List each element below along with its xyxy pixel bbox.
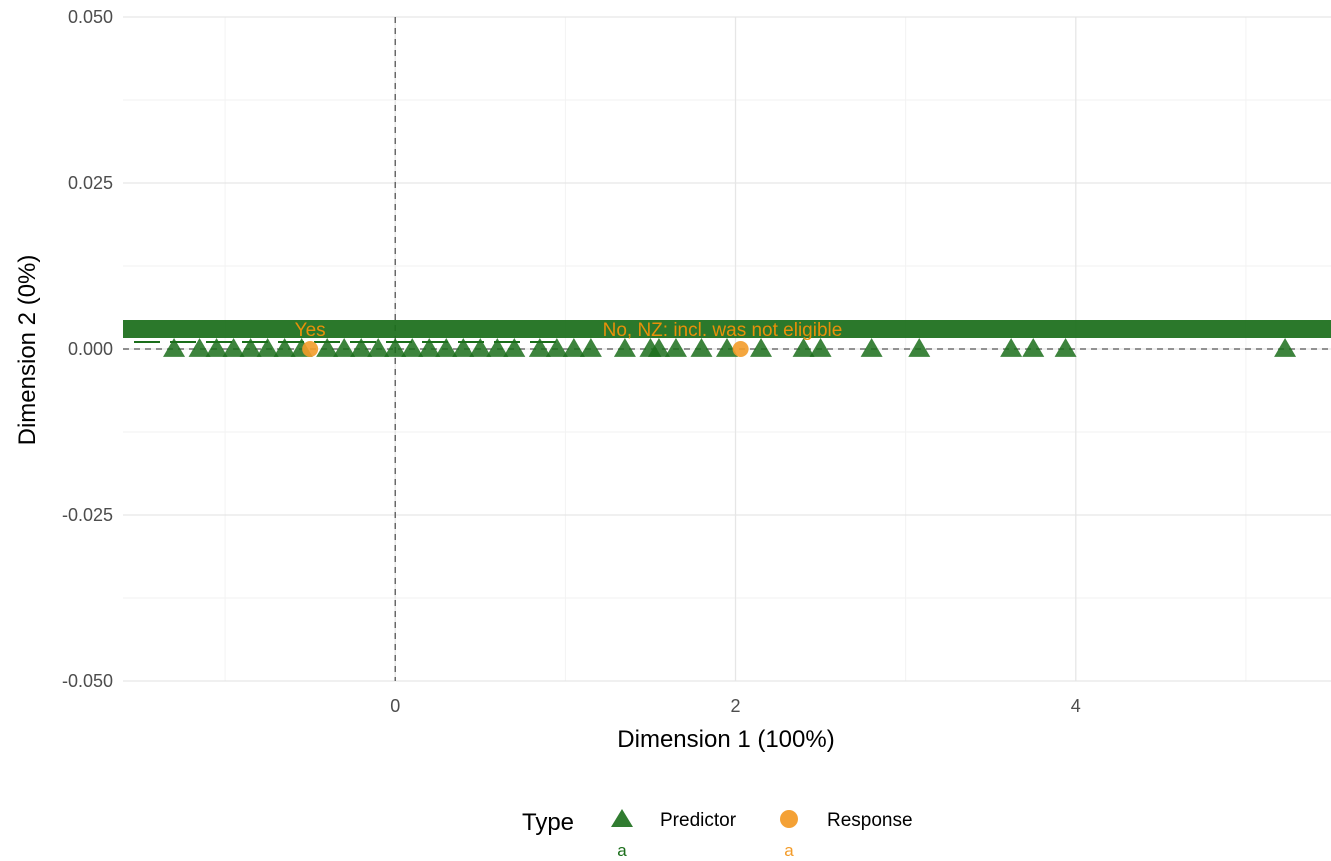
predictor-point [333, 338, 356, 357]
predictor-point [562, 338, 585, 357]
legend-title: Type [522, 809, 574, 836]
legend-key-letter: a [784, 841, 794, 860]
y-tick-label: 0.050 [68, 7, 113, 27]
predictor-point [316, 338, 339, 357]
predictor-label-band [123, 320, 1331, 338]
predictor-point [222, 338, 245, 357]
x-tick-label: 4 [1071, 696, 1081, 716]
predictor-point [188, 338, 211, 357]
predictor-point [384, 338, 407, 357]
predictor-point [1022, 338, 1045, 357]
predictor-point [503, 338, 526, 357]
x-tick-label: 2 [730, 696, 740, 716]
legend-label: Response [827, 810, 913, 831]
predictor-point [1000, 338, 1023, 357]
x-tick-label: 0 [390, 696, 400, 716]
point-labels: Yes No, NZ: incl. was not eligible [295, 320, 843, 341]
y-tick-label: 0.000 [68, 339, 113, 359]
response-point-label: Yes [295, 320, 326, 341]
predictor-point [239, 338, 262, 357]
legend-key-response [780, 810, 798, 828]
legend-label: Predictor [660, 810, 737, 831]
response-point [302, 341, 319, 357]
predictor-point [690, 338, 713, 357]
predictor-point [486, 338, 509, 357]
predictor-point [1274, 338, 1297, 357]
predictor-point [545, 338, 568, 357]
predictor-point [613, 338, 636, 357]
predictor-point [792, 338, 815, 357]
x-axis-title: Dimension 1 (100%) [617, 726, 834, 753]
response-point [732, 341, 749, 357]
predictor-point [350, 338, 373, 357]
predictor-point [647, 338, 670, 357]
y-tick-label: 0.025 [68, 173, 113, 193]
predictor-point [367, 338, 390, 357]
y-tick-label: -0.025 [62, 505, 113, 525]
predictor-point [256, 338, 279, 357]
predictor-point [809, 338, 832, 357]
x-axis-ticks: 0 2 4 [390, 696, 1081, 716]
predictor-point [418, 338, 441, 357]
predictor-point [716, 338, 738, 357]
predictor-point [452, 338, 475, 357]
predictor-point [908, 338, 931, 357]
predictor-point [750, 338, 773, 357]
legend-key-letter: a [617, 841, 627, 860]
predictor-label-band [123, 320, 1331, 343]
predictor-point [1054, 338, 1077, 357]
predictor-point [273, 338, 296, 357]
legend: Type a Predictor a Response [522, 809, 913, 860]
predictor-point [860, 338, 883, 357]
y-axis-ticks: 0.050 0.025 0.000 -0.025 -0.050 [62, 7, 113, 691]
data-points [163, 338, 1297, 357]
predictor-point [401, 338, 424, 357]
y-tick-label: -0.050 [62, 671, 113, 691]
predictor-point [163, 338, 186, 357]
predictor-point [664, 338, 687, 357]
predictor-point [528, 338, 551, 357]
legend-key-predictor [611, 809, 633, 827]
response-point-label: No, NZ: incl. was not eligible [603, 320, 843, 341]
y-axis-title: Dimension 2 (0%) [14, 255, 41, 446]
predictor-point [579, 338, 602, 357]
minor-gridlines [123, 17, 1331, 681]
predictor-point [435, 338, 458, 357]
predictor-point [205, 338, 228, 357]
predictor-point [469, 338, 492, 357]
